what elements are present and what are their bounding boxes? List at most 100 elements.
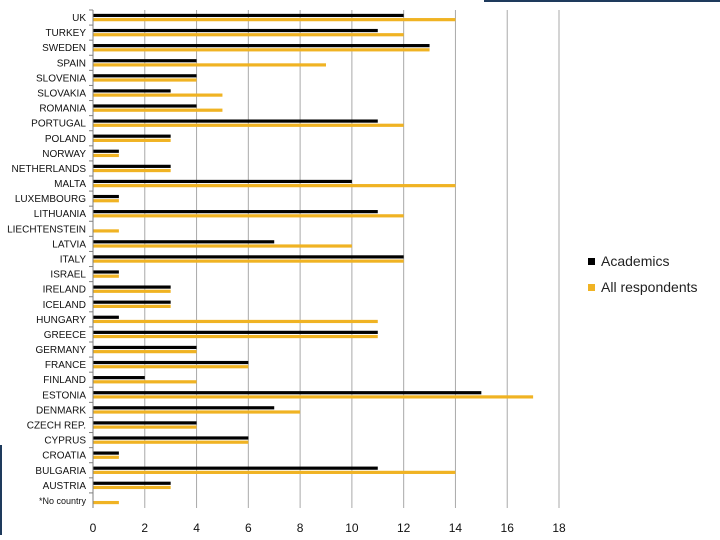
category-label: CYPRUS [44, 436, 86, 447]
category-label: PORTUGAL [31, 119, 86, 130]
legend-item-all-respondents: All respondents [588, 274, 698, 300]
bar-academics [93, 13, 404, 18]
bar-all-respondents [93, 168, 171, 173]
bar-all-respondents [93, 274, 119, 278]
bar-all-respondents [93, 455, 119, 459]
category-label: FINLAND [43, 375, 86, 386]
category-label: LIECHTENSTEIN [7, 224, 86, 235]
bar-academics [93, 44, 430, 48]
bar-all-respondents [93, 48, 430, 52]
bar-all-respondents [93, 334, 378, 339]
bar-academics [93, 270, 119, 274]
bar-all-respondents [93, 425, 197, 429]
category-label: HUNGARY [36, 315, 86, 326]
decorative-top-rule [484, 0, 720, 2]
bar-academics [93, 210, 378, 214]
bar-academics [93, 104, 197, 108]
bar-all-respondents [93, 304, 171, 308]
category-label: ROMANIA [39, 104, 86, 115]
x-tick-label: 14 [449, 521, 463, 535]
category-label: SPAIN [57, 58, 86, 69]
bar-all-respondents [93, 259, 404, 263]
bar-academics [93, 179, 352, 184]
bar-academics [93, 360, 249, 365]
category-label: IRELAND [43, 285, 86, 296]
decorative-left-rule [0, 445, 2, 535]
legend-swatch-academics [588, 257, 595, 265]
bar-all-respondents [93, 214, 404, 218]
category-label: NETHERLANDS [12, 164, 87, 175]
x-tick-label: 8 [297, 521, 304, 535]
bar-academics [93, 376, 145, 380]
category-label: GREECE [44, 330, 87, 341]
grid-lines [144, 10, 560, 508]
x-tick-label: 2 [141, 521, 148, 535]
category-label: SLOVENIA [36, 73, 86, 84]
bar-all-respondents [93, 500, 119, 505]
bar-academics [93, 436, 249, 440]
category-label: GERMANY [35, 345, 86, 356]
bar-academics [93, 406, 275, 410]
category-label: TURKEY [45, 28, 86, 39]
bar-all-respondents [93, 365, 249, 369]
bar-academics [93, 466, 378, 470]
category-label: LITHUANIA [34, 209, 87, 220]
category-label: NORWAY [42, 149, 86, 160]
x-tick-label: 6 [245, 521, 252, 535]
bar-all-respondents [93, 153, 119, 158]
legend: Academics All respondents [588, 248, 698, 300]
bar-academics [93, 119, 378, 123]
category-label: CZECH REP. [27, 421, 86, 432]
category-label: AUSTRIA [43, 481, 87, 492]
bar-academics [93, 330, 378, 334]
bar-all-respondents [93, 63, 326, 67]
bar-academics [93, 421, 197, 425]
bar-all-respondents [93, 485, 171, 490]
bar-all-respondents [93, 380, 197, 384]
bar-all-respondents [93, 184, 456, 188]
category-label: ITALY [60, 255, 87, 266]
bar-all-respondents [93, 350, 197, 354]
bar-academics [93, 451, 119, 455]
bar-academics [93, 28, 378, 33]
bar-all-respondents [93, 395, 534, 399]
x-tick-label: 18 [552, 521, 566, 535]
bar-academics [93, 255, 404, 259]
category-label: ISRAEL [50, 270, 86, 281]
bar-academics [93, 345, 197, 350]
category-label: UK [72, 13, 86, 24]
bar-all-respondents [93, 440, 249, 444]
x-tick-label: 12 [397, 521, 411, 535]
legend-item-academics: Academics [588, 248, 698, 274]
bar-academics [93, 194, 119, 199]
legend-swatch-all-respondents [588, 283, 595, 291]
bar-all-respondents [93, 123, 404, 127]
bar-all-respondents [93, 33, 404, 37]
bar-all-respondents [93, 470, 456, 474]
bar-all-respondents [93, 289, 171, 293]
x-tick-labels: 0 2 4 6 8 10 12 14 16 18 [90, 521, 566, 535]
category-label: POLAND [45, 134, 86, 145]
bar-academics [93, 391, 482, 395]
category-label: ESTONIA [42, 390, 86, 401]
bar-all-respondents [93, 229, 119, 233]
category-label: LATVIA [52, 239, 86, 250]
x-tick-label: 16 [501, 521, 515, 535]
bar-all-respondents [93, 244, 352, 248]
category-labels: UK TURKEY SWEDEN SPAIN SLOVENIA SLOVAKIA ROMAN… [7, 13, 86, 506]
x-tick-label: 4 [193, 521, 200, 535]
bar-academics [93, 240, 275, 244]
category-label: CROATIA [42, 451, 86, 462]
bar-all-respondents [93, 18, 456, 22]
bar-academics [93, 285, 171, 289]
bar-academics [93, 315, 119, 319]
bar-academics [93, 59, 197, 63]
bar-all-respondents [93, 410, 301, 414]
bar-academics [93, 164, 171, 168]
bar-all-respondents [93, 138, 171, 142]
bar-academics [93, 481, 171, 485]
bars [93, 13, 534, 505]
category-label: SWEDEN [42, 43, 86, 54]
category-label: LUXEMBOURG [15, 194, 86, 205]
x-tick-label: 10 [345, 521, 359, 535]
